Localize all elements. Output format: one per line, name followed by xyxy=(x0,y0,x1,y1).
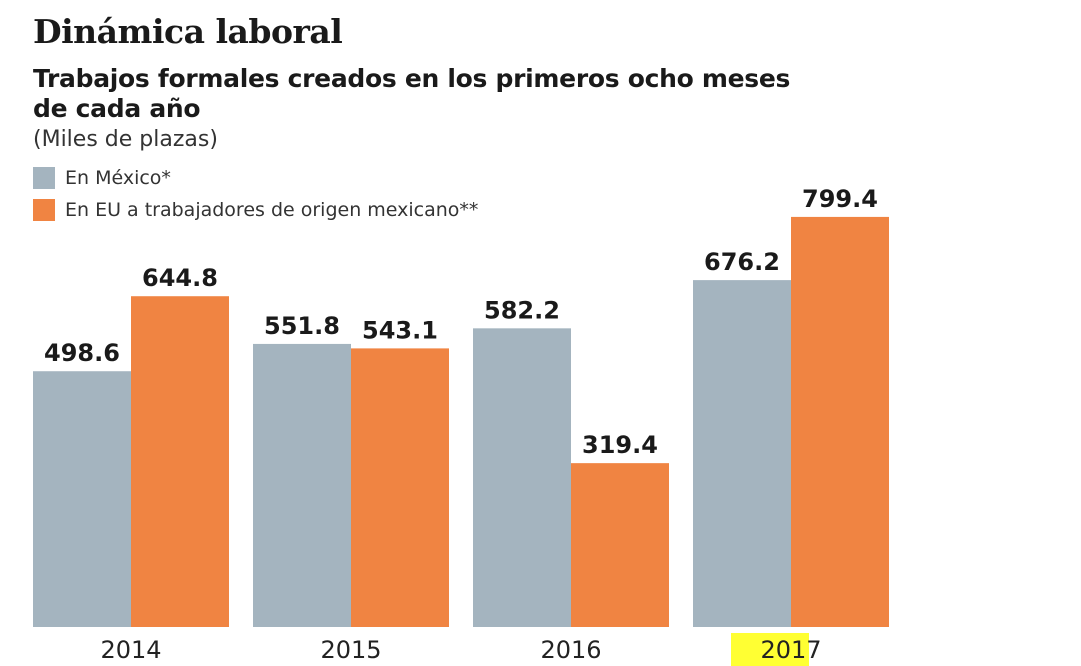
legend-swatch-mexico xyxy=(33,167,55,189)
value-label: 676.2 xyxy=(704,248,780,276)
value-label: 543.1 xyxy=(362,316,438,344)
value-label: 799.4 xyxy=(802,185,878,213)
legend-item-eu: En EU a trabajadores de origen mexicano*… xyxy=(33,199,478,221)
legend-label-eu: En EU a trabajadores de origen mexicano*… xyxy=(65,199,479,221)
x-tick-label: 2017 xyxy=(760,636,821,664)
x-tick-label: 2016 xyxy=(540,636,601,664)
value-label: 644.8 xyxy=(142,264,218,292)
value-label: 498.6 xyxy=(44,339,120,367)
bar-2014-mexico xyxy=(33,371,131,627)
x-tick-label: 2015 xyxy=(320,636,381,664)
legend-item-mexico: En México* xyxy=(33,167,171,189)
chart-title: Dinámica laboral xyxy=(33,12,343,51)
value-label: 319.4 xyxy=(582,431,658,459)
legend-label-mexico: En México* xyxy=(65,167,171,189)
chart-subtitle: Trabajos formales creados en los primero… xyxy=(33,64,791,123)
value-label: 582.2 xyxy=(484,296,560,324)
bar-2016-eu xyxy=(571,463,669,627)
bar-2017-eu xyxy=(791,216,889,627)
bar-2014-eu xyxy=(131,296,229,627)
year-highlight xyxy=(731,633,809,666)
value-label: 551.8 xyxy=(264,312,340,340)
bar-2015-mexico xyxy=(253,343,351,627)
bar-2015-eu xyxy=(351,348,449,627)
legend-swatch-eu xyxy=(33,199,55,221)
chart-units: (Miles de plazas) xyxy=(33,127,218,152)
x-tick-label: 2014 xyxy=(100,636,161,664)
bar-2017-mexico xyxy=(693,280,791,627)
bar-2016-mexico xyxy=(473,328,571,627)
